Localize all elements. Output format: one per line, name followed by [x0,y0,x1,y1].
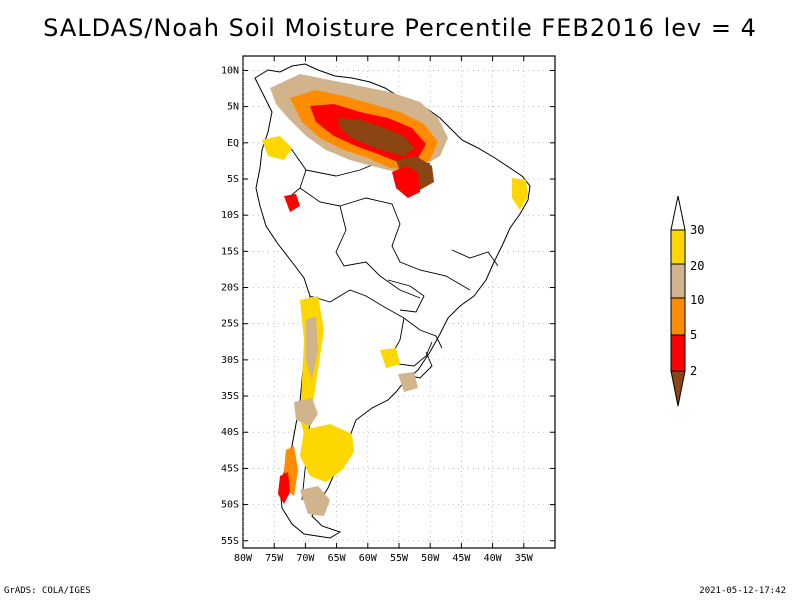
legend-label-10: 10 [690,293,704,307]
lon-tick-label: 60W [359,553,378,564]
shade-20-30-patagonia [300,424,354,482]
shade-10-20-patagonia [294,398,318,426]
soil-moisture-shading [262,74,528,516]
lat-tick-label: 10S [221,210,239,221]
shade-20-30-northeast [512,178,528,210]
legend-label-30: 30 [690,223,704,237]
longitude-labels: 80W 75W 70W 65W 60W 55W 50W 45W 40W 35W [234,553,534,564]
legend-swatch-2to5 [670,334,686,372]
legend-swatch-20to30 [670,229,686,265]
lon-tick-label: 65W [328,553,347,564]
legend-swatch-lt2 [670,370,686,407]
lon-tick-label: 50W [421,553,440,564]
lon-tick-label: 70W [296,553,315,564]
map-title: SALDAS/Noah Soil Moisture Percentile FEB… [43,14,757,42]
lat-tick-label: 25S [221,319,239,330]
lat-tick-label: 30S [221,355,239,366]
shade-10-20-andes [306,316,318,380]
footer-timestamp: 2021-05-12-17:42 [699,586,786,596]
latitude-labels: 10N 5N EQ 5S 10S 15S 20S 25S 30S 35S 40S 45S 50S 55S [221,65,239,546]
lat-tick-label: 10N [221,65,239,76]
lat-tick-label: 55S [221,536,239,547]
lon-tick-label: 45W [452,553,471,564]
shade-2-5-chile [278,472,290,504]
lon-tick-label: 35W [515,553,534,564]
lon-tick-label: 55W [390,553,409,564]
legend-label-2: 2 [690,364,697,378]
shade-10-20-south [300,486,330,516]
legend-label-5: 5 [690,328,697,342]
lat-tick-label: 15S [221,246,239,257]
lat-tick-label: 50S [221,500,239,511]
shade-20-30-north [262,136,292,160]
lon-tick-label: 75W [265,553,284,564]
lat-tick-label: 40S [221,427,239,438]
lat-tick-label: EQ [227,138,239,149]
lat-tick-label: 20S [221,283,239,294]
lat-tick-label: 45S [221,463,239,474]
axis-ticks [242,56,555,548]
footer-source: GrADS: COLA/IGES [4,586,91,596]
lon-tick-label: 80W [234,553,253,564]
legend-colorbar: 30 20 10 5 2 [670,195,704,407]
legend-label-20: 20 [690,259,704,273]
shade-20-30-mesopotamia [380,348,400,368]
legend-swatch-10to20 [670,263,686,299]
legend-swatch-5to10 [670,297,686,336]
lat-tick-label: 5S [227,174,239,185]
lon-tick-label: 40W [484,553,503,564]
legend-swatch-gt30 [670,195,686,231]
shade-2-5-east [392,166,420,198]
lat-tick-label: 5N [227,102,239,113]
shade-10-20-uruguay [398,372,418,392]
shade-lt2-north [338,118,414,156]
lat-tick-label: 35S [221,391,239,402]
shade-2-5-peru [284,194,300,212]
